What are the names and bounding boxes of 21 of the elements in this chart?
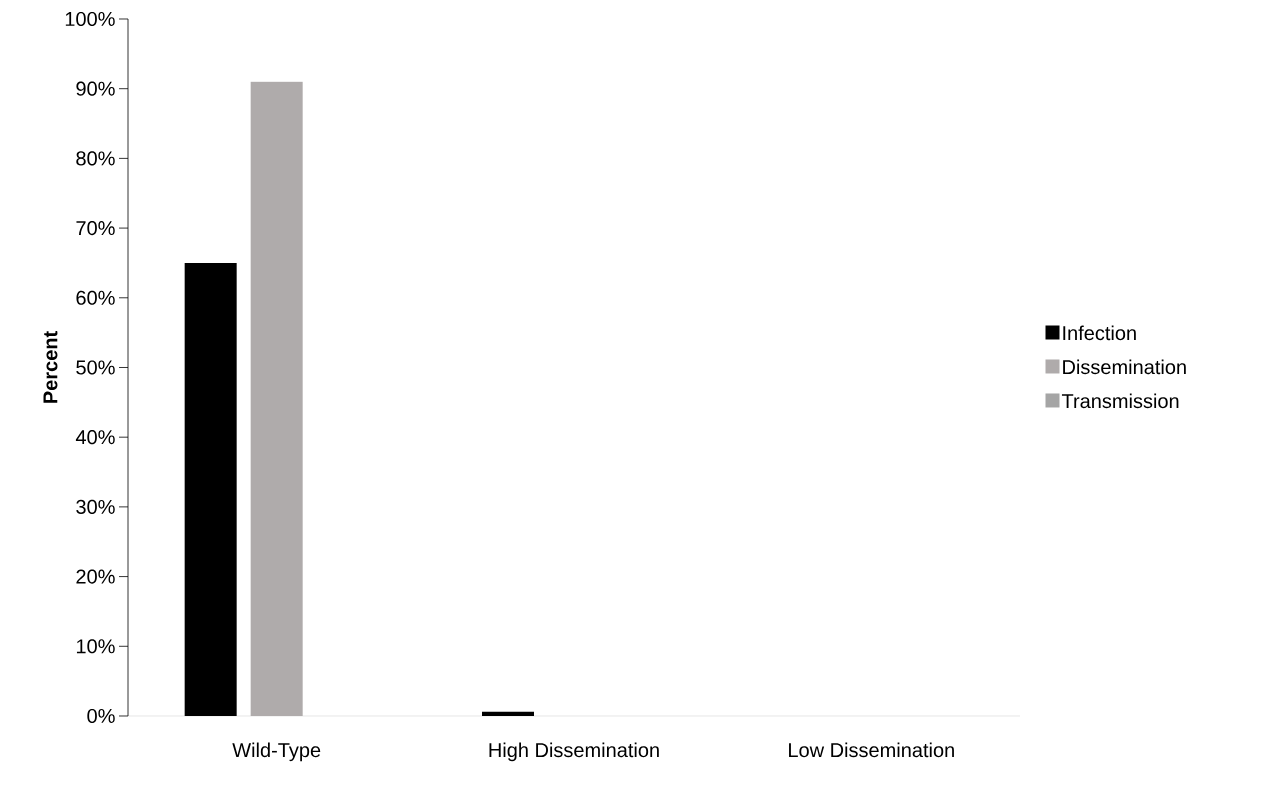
y-tick-label: 90% (76, 81, 115, 96)
legend-label: Transmission (1061, 393, 1179, 409)
x-tick-label: High Dissemination (489, 742, 659, 762)
bar (250, 81, 303, 716)
y-axis-title: Percent (43, 331, 58, 403)
y-tick-label: 10% (76, 639, 115, 654)
y-tick-label: 40% (75, 430, 115, 445)
legend-label: Infection (1063, 325, 1136, 341)
y-tick-label: 30% (76, 499, 115, 514)
y-tick-label: 0% (87, 708, 115, 724)
y-tick-label: 50% (76, 360, 115, 375)
y-tick-label: 100% (65, 11, 115, 27)
legend-label: Dissemination (1063, 359, 1186, 375)
y-tick-label: 70% (76, 221, 115, 236)
y-tick-label: 80% (76, 151, 115, 166)
y-tick-label: 20% (76, 569, 115, 584)
y-tick-label: 60% (76, 290, 115, 305)
x-tick-label: Wild-Type (232, 742, 321, 762)
x-tick-label: Low Dissemination (789, 742, 954, 758)
bar (482, 711, 534, 716)
bar (184, 262, 237, 716)
